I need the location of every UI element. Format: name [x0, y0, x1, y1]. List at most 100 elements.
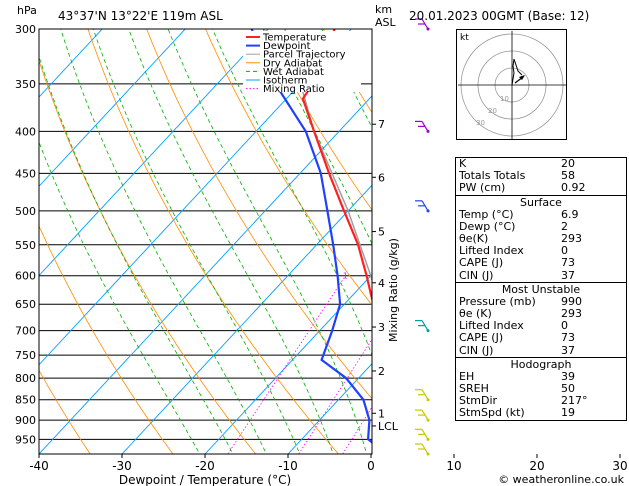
parcel-trajectory-line	[284, 29, 372, 283]
surface-value: 6.9	[561, 207, 579, 221]
isotherm-line	[121, 184, 372, 454]
index-label: K	[459, 157, 467, 170]
dry-adiabat-line	[146, 29, 372, 400]
hodograph-table-label: StmSpd (kt)	[459, 406, 525, 420]
mixing-ratio-line	[342, 406, 372, 454]
footer-credit: © weatheronline.co.uk	[498, 473, 624, 486]
legend-entry: Temperature	[262, 33, 326, 44]
most-unstable-row: Lifted Index 0	[456, 320, 626, 332]
temp-tick-label: -30	[112, 459, 132, 473]
indices-panel: K 20 Totals Totals 58 PW (cm) 0.92 Surface Te…	[455, 157, 627, 421]
most-unstable-row: CAPE (J) 73	[456, 332, 626, 344]
pressure-tick-label: 400	[15, 125, 36, 138]
mixing-ratio-line	[227, 275, 346, 454]
surface-label: Lifted Index	[459, 244, 524, 258]
most-unstable-label: Lifted Index	[459, 319, 524, 333]
surface-box: Surface Temp (°C) 6.9 Dewp (°C) 2 θe(K) 293 Li…	[456, 194, 626, 282]
surface-label: CAPE (J)	[459, 256, 504, 270]
wet-adiabat-line	[128, 29, 334, 454]
hodograph-box: Hodograph EH 39 SREH 50 StmDir 217° StmSpd (kt…	[456, 356, 626, 420]
hodograph-table-value: 39	[561, 369, 575, 383]
surface-value: 37	[561, 268, 575, 282]
surface-value: 293	[561, 232, 582, 246]
temp-tick-label: -20	[195, 459, 215, 473]
index-value: 0.92	[561, 181, 586, 195]
most-unstable-value: 990	[561, 294, 582, 308]
index-value: 58	[561, 169, 575, 183]
isotherm-line	[287, 363, 372, 454]
pressure-tick-label: 300	[15, 23, 36, 36]
pressure-tick-label: 550	[15, 239, 36, 252]
pressure-tick-label: 900	[15, 414, 36, 427]
profiles: 12346810152025	[250, 29, 372, 444]
most-unstable-label: Pressure (mb)	[459, 294, 536, 308]
mixing-ratio-axis-label: Mixing Ratio (g/kg)	[387, 238, 400, 342]
surface-row: CAPE (J) 73	[456, 257, 626, 269]
surface-value: 73	[561, 256, 575, 270]
legend-entry: Isotherm	[263, 76, 307, 87]
most-unstable-value: 0	[561, 319, 568, 333]
wet-adiabat-line	[167, 29, 368, 454]
surface-row: θe(K) 293	[456, 232, 626, 246]
surface-row: Lifted Index 0	[456, 245, 626, 257]
most-unstable-label: CIN (J)	[459, 343, 494, 357]
most-unstable-title: Most Unstable	[501, 282, 581, 296]
temp-tick-label: 30	[612, 459, 627, 473]
hodograph-unit: kt	[460, 33, 469, 43]
km-tick-label: 7	[378, 118, 385, 131]
hodograph-table-row: EH 39	[456, 369, 626, 383]
x-axis-label: Dewpoint / Temperature (°C)	[119, 473, 291, 486]
index-label: Totals Totals	[459, 169, 526, 183]
wind-barb-dot	[426, 329, 430, 333]
km-tick-label: 3	[378, 321, 385, 334]
hodograph-table-row: StmSpd (kt) 19	[456, 407, 626, 419]
dewpoint-line	[250, 29, 372, 444]
hodograph-table-label: EH	[459, 369, 475, 383]
dry-adiabat-line	[322, 29, 372, 114]
legend-entry: Parcel Trajectory	[263, 50, 346, 61]
hodograph-table-value: 217°	[561, 394, 588, 408]
hodograph-table-label: StmDir	[459, 394, 498, 408]
wind-barb-dot	[426, 129, 430, 133]
legend-entry: Dry Adiabat	[263, 58, 322, 69]
asl-label: ASL	[375, 16, 397, 29]
hodograph: kt 10 20 30	[456, 29, 567, 140]
wind-barb-dot	[426, 27, 430, 31]
most-unstable-label: CAPE (J)	[459, 331, 504, 345]
pressure-tick-label: 600	[15, 270, 36, 283]
surface-title: Surface	[520, 195, 562, 209]
km-tick-label: 6	[378, 171, 385, 184]
most-unstable-row: CIN (J) 37	[456, 343, 626, 357]
grid-lines	[39, 29, 372, 454]
index-label: PW (cm)	[459, 181, 506, 195]
pressure-tick-label: 750	[15, 349, 36, 362]
dry-adiabat-line	[39, 59, 257, 454]
hodograph-table-label: SREH	[459, 382, 489, 396]
index-value: 20	[561, 157, 575, 170]
index-row: K 20	[456, 157, 626, 170]
hodograph-trace	[511, 58, 523, 86]
pressure-tick-label: 700	[15, 325, 36, 338]
wind-barb-dot	[426, 437, 430, 441]
temp-tick-label: 0	[367, 459, 375, 473]
km-tick-label: LCL	[378, 420, 399, 433]
wind-barb-dot	[426, 418, 430, 422]
dry-adiabat-line	[39, 225, 174, 454]
temp-tick-label: -10	[278, 459, 298, 473]
wet-adiabat-line	[39, 55, 234, 454]
isotherm-line	[39, 29, 186, 187]
wind-barbs	[415, 18, 430, 456]
wind-barb-dot	[426, 398, 430, 402]
hodograph-table-value: 50	[561, 382, 575, 396]
legend-entry: Mixing Ratio	[263, 84, 325, 95]
dry-adiabat-line	[39, 369, 91, 454]
surface-row: Dewp (°C) 2	[456, 219, 626, 233]
surface-label: θe(K)	[459, 232, 489, 246]
legend-entry: Wet Adiabat	[263, 67, 324, 78]
index-row: PW (cm) 0.92	[456, 182, 626, 194]
surface-label: Dewp (°C)	[459, 219, 516, 233]
temp-tick-label: 10	[446, 459, 461, 473]
index-row: Totals Totals 58	[456, 169, 626, 183]
surface-label: Temp (°C)	[459, 207, 514, 221]
most-unstable-row: θe (K) 293	[456, 307, 626, 320]
